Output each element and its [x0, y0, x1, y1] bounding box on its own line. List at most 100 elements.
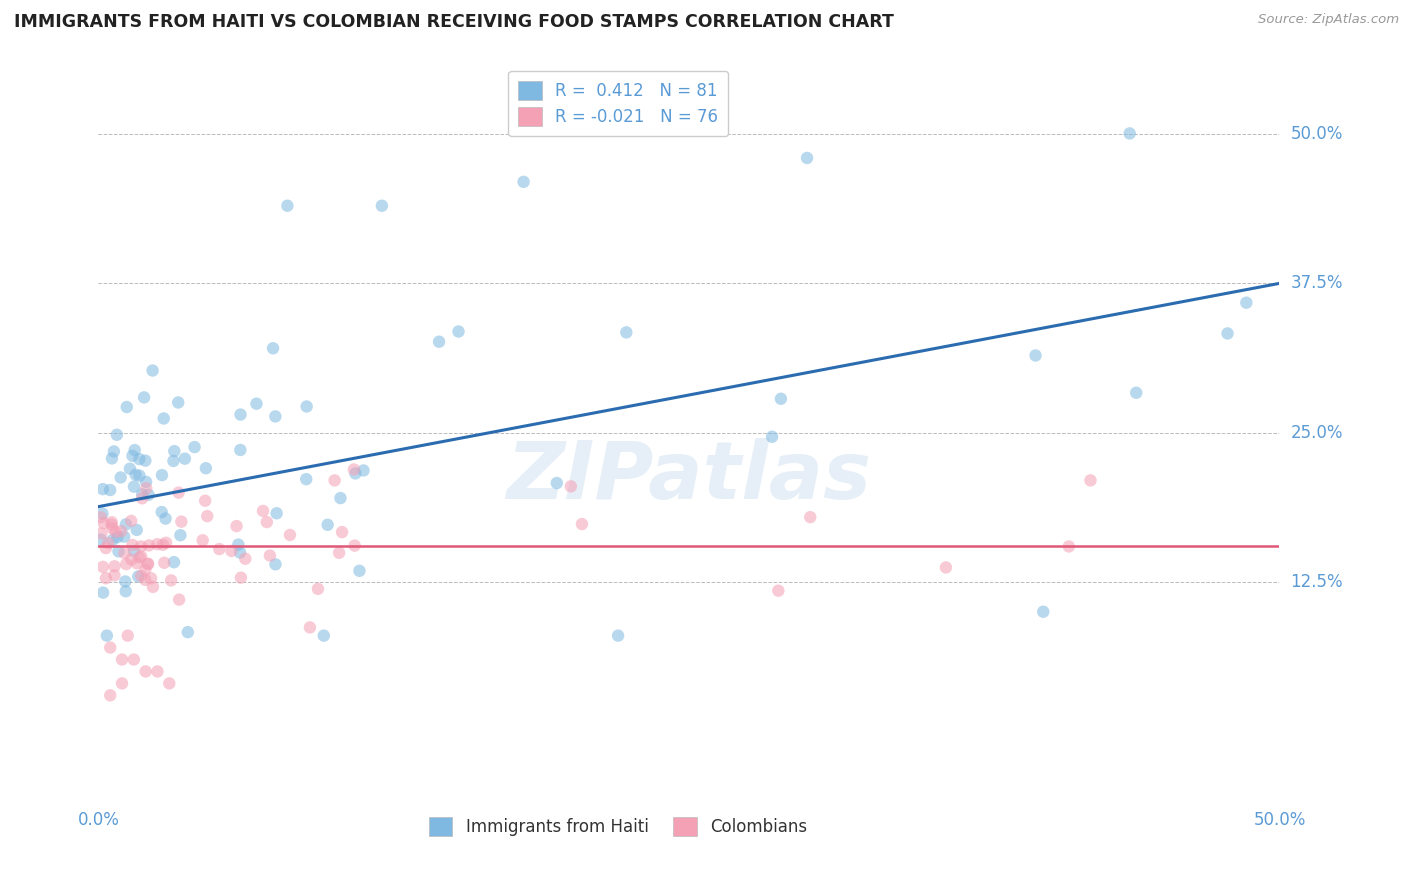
Point: [129, 549, 152, 564]
Point: [1234, 295, 1257, 310]
Point: [115, 400, 138, 414]
Point: [1025, 349, 1047, 363]
Point: [132, 391, 155, 405]
Point: [115, 557, 138, 571]
Point: [512, 175, 534, 189]
Point: [259, 549, 281, 563]
Point: [1118, 127, 1140, 141]
Point: [120, 514, 142, 528]
Point: [121, 538, 143, 552]
Point: [799, 510, 821, 524]
Point: [146, 537, 169, 551]
Point: [167, 592, 190, 607]
Point: [103, 568, 125, 582]
Point: [142, 580, 165, 594]
Point: [229, 545, 252, 559]
Point: [103, 559, 125, 574]
Point: [96, 629, 118, 643]
Point: [129, 540, 152, 554]
Point: [90, 510, 112, 524]
Point: [135, 665, 157, 679]
Point: [160, 574, 183, 588]
Point: [146, 665, 169, 679]
Point: [761, 430, 783, 444]
Text: ZIPatlas: ZIPatlas: [506, 438, 872, 516]
Point: [163, 444, 186, 458]
Point: [150, 468, 173, 483]
Point: [110, 524, 132, 538]
Point: [328, 546, 350, 560]
Point: [1032, 605, 1054, 619]
Point: [229, 571, 252, 585]
Point: [769, 392, 792, 406]
Point: [1057, 540, 1080, 554]
Point: [330, 525, 353, 540]
Point: [91, 507, 114, 521]
Point: [194, 493, 217, 508]
Point: [264, 409, 287, 424]
Point: [110, 470, 132, 484]
Point: [131, 487, 153, 501]
Point: [135, 481, 157, 495]
Point: [90, 533, 112, 547]
Point: [98, 689, 121, 703]
Point: [107, 544, 129, 558]
Point: [262, 341, 284, 355]
Point: [111, 652, 134, 666]
Point: [131, 491, 153, 506]
Point: [170, 515, 193, 529]
Point: [343, 539, 366, 553]
Point: [329, 491, 352, 505]
Point: [134, 453, 156, 467]
Point: [134, 573, 156, 587]
Point: [276, 199, 298, 213]
Point: [266, 506, 288, 520]
Point: [111, 676, 134, 690]
Point: [316, 517, 339, 532]
Point: [225, 519, 247, 533]
Point: [122, 544, 145, 558]
Point: [127, 569, 149, 583]
Point: [226, 538, 249, 552]
Point: [152, 411, 174, 425]
Point: [155, 511, 177, 525]
Point: [349, 564, 371, 578]
Point: [152, 538, 174, 552]
Point: [105, 427, 128, 442]
Point: [353, 463, 375, 477]
Point: [208, 542, 231, 557]
Point: [155, 535, 177, 549]
Point: [1216, 326, 1239, 341]
Point: [100, 517, 122, 532]
Point: [98, 640, 121, 655]
Text: 50.0%: 50.0%: [1291, 125, 1343, 143]
Point: [107, 530, 129, 544]
Point: [91, 560, 114, 574]
Point: [136, 557, 159, 571]
Point: [195, 509, 218, 524]
Point: [122, 652, 145, 666]
Point: [935, 560, 957, 574]
Point: [125, 556, 148, 570]
Point: [768, 583, 790, 598]
Point: [112, 530, 135, 544]
Point: [221, 544, 243, 558]
Point: [103, 444, 125, 458]
Point: [114, 574, 136, 589]
Point: [138, 488, 160, 502]
Point: [607, 629, 630, 643]
Point: [183, 440, 205, 454]
Point: [128, 550, 150, 565]
Point: [101, 515, 124, 529]
Point: [157, 676, 180, 690]
Point: [252, 504, 274, 518]
Point: [560, 479, 582, 493]
Point: [124, 443, 146, 458]
Point: [93, 516, 115, 531]
Point: [142, 363, 165, 377]
Point: [229, 408, 252, 422]
Point: [129, 569, 152, 583]
Point: [298, 620, 321, 634]
Point: [90, 526, 112, 541]
Point: [101, 533, 124, 547]
